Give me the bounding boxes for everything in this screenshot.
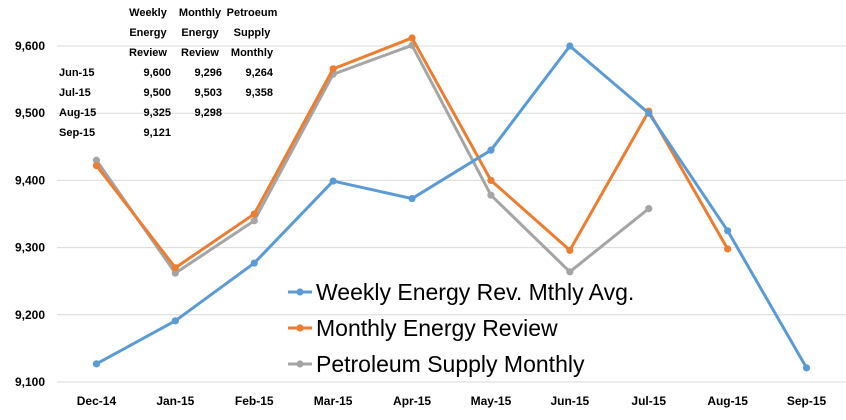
legend: Weekly Energy Rev. Mthly Avg. Monthly Ene… <box>288 279 634 377</box>
legend-swatch-marker <box>296 360 304 368</box>
x-tick-label: Apr-15 <box>393 394 431 408</box>
x-tick-label: May-15 <box>471 394 512 408</box>
data-point <box>171 264 179 272</box>
data-point <box>171 269 179 277</box>
data-point <box>250 210 258 218</box>
table-header: Energy <box>129 27 167 39</box>
data-point <box>487 191 495 199</box>
data-point <box>645 205 653 213</box>
data-point <box>408 34 416 42</box>
x-tick-label: Sep-15 <box>787 394 827 408</box>
legend-swatch-marker <box>296 288 304 296</box>
table-cell: 9,325 <box>143 107 171 119</box>
data-point <box>92 360 101 368</box>
y-tick-label: 9,200 <box>15 308 45 322</box>
table-header: Petroeum <box>227 7 278 19</box>
data-point <box>92 156 101 164</box>
table-cell: 9,500 <box>143 87 171 99</box>
table-cell: 9,296 <box>194 67 222 79</box>
table-row-label: Jun-15 <box>59 67 94 79</box>
series-line <box>95 44 808 369</box>
table-cell: 9,121 <box>143 127 171 139</box>
data-point <box>566 42 574 50</box>
y-tick-label: 9,400 <box>15 173 45 187</box>
data-table: Weekly Energy Review Monthly Energy Review Pet… <box>59 7 278 139</box>
data-point <box>329 65 337 73</box>
legend-label: Petroleum Supply Monthly <box>316 351 585 377</box>
data-point <box>92 162 101 170</box>
data-point <box>566 246 574 254</box>
x-tick-label: Feb-15 <box>235 394 274 408</box>
table-cell: 9,358 <box>245 87 273 99</box>
gridlines <box>57 45 846 383</box>
table-header: Weekly <box>129 7 168 19</box>
table-row-label: Aug-15 <box>59 107 96 119</box>
x-tick-label: Jun-15 <box>551 394 590 408</box>
table-header: Review <box>129 47 167 59</box>
table-header: Monthly <box>231 47 274 59</box>
x-axis-ticks: Dec-14 Jan-15 Feb-15 Mar-15 Apr-15 May-15 Jun-… <box>77 394 827 408</box>
series-0 <box>92 42 811 372</box>
y-tick-label: 9,100 <box>15 375 45 389</box>
data-point <box>724 227 732 235</box>
x-tick-label: Dec-14 <box>77 394 117 408</box>
y-tick-label: 9,500 <box>15 106 45 120</box>
data-point <box>171 317 179 325</box>
table-cell: 9,264 <box>245 67 273 79</box>
legend-swatch-marker <box>296 324 304 332</box>
y-axis-ticks: 9,100 9,200 9,300 9,400 9,500 9,600 <box>15 39 45 389</box>
table-row-label: Sep-15 <box>59 127 95 139</box>
legend-label: Monthly Energy Review <box>316 315 558 341</box>
table-row-label: Jul-15 <box>59 87 91 99</box>
table-header: Energy <box>181 27 219 39</box>
data-point <box>724 245 732 253</box>
data-point <box>487 146 495 154</box>
data-point <box>802 364 811 372</box>
series-lines <box>92 34 811 372</box>
data-point <box>408 194 416 203</box>
y-tick-label: 9,600 <box>15 39 45 53</box>
series-2 <box>92 41 653 277</box>
y-tick-label: 9,300 <box>15 241 45 255</box>
table-cell: 9,600 <box>143 67 171 79</box>
data-point <box>487 176 495 184</box>
data-point <box>566 268 574 276</box>
table-header: Review <box>181 47 219 59</box>
series-line <box>95 43 650 275</box>
data-point <box>645 109 653 117</box>
x-tick-label: Jul-15 <box>631 394 666 408</box>
table-cell: 9,298 <box>194 107 222 119</box>
x-tick-label: Aug-15 <box>707 394 748 408</box>
x-tick-label: Mar-15 <box>314 394 353 408</box>
data-point <box>250 217 258 225</box>
legend-label: Weekly Energy Rev. Mthly Avg. <box>316 279 634 305</box>
x-tick-label: Jan-15 <box>156 394 194 408</box>
table-cell: 9,503 <box>194 87 222 99</box>
data-point <box>329 177 337 185</box>
table-header: Monthly <box>179 7 222 19</box>
data-point <box>250 259 258 267</box>
table-header: Supply <box>234 27 272 39</box>
